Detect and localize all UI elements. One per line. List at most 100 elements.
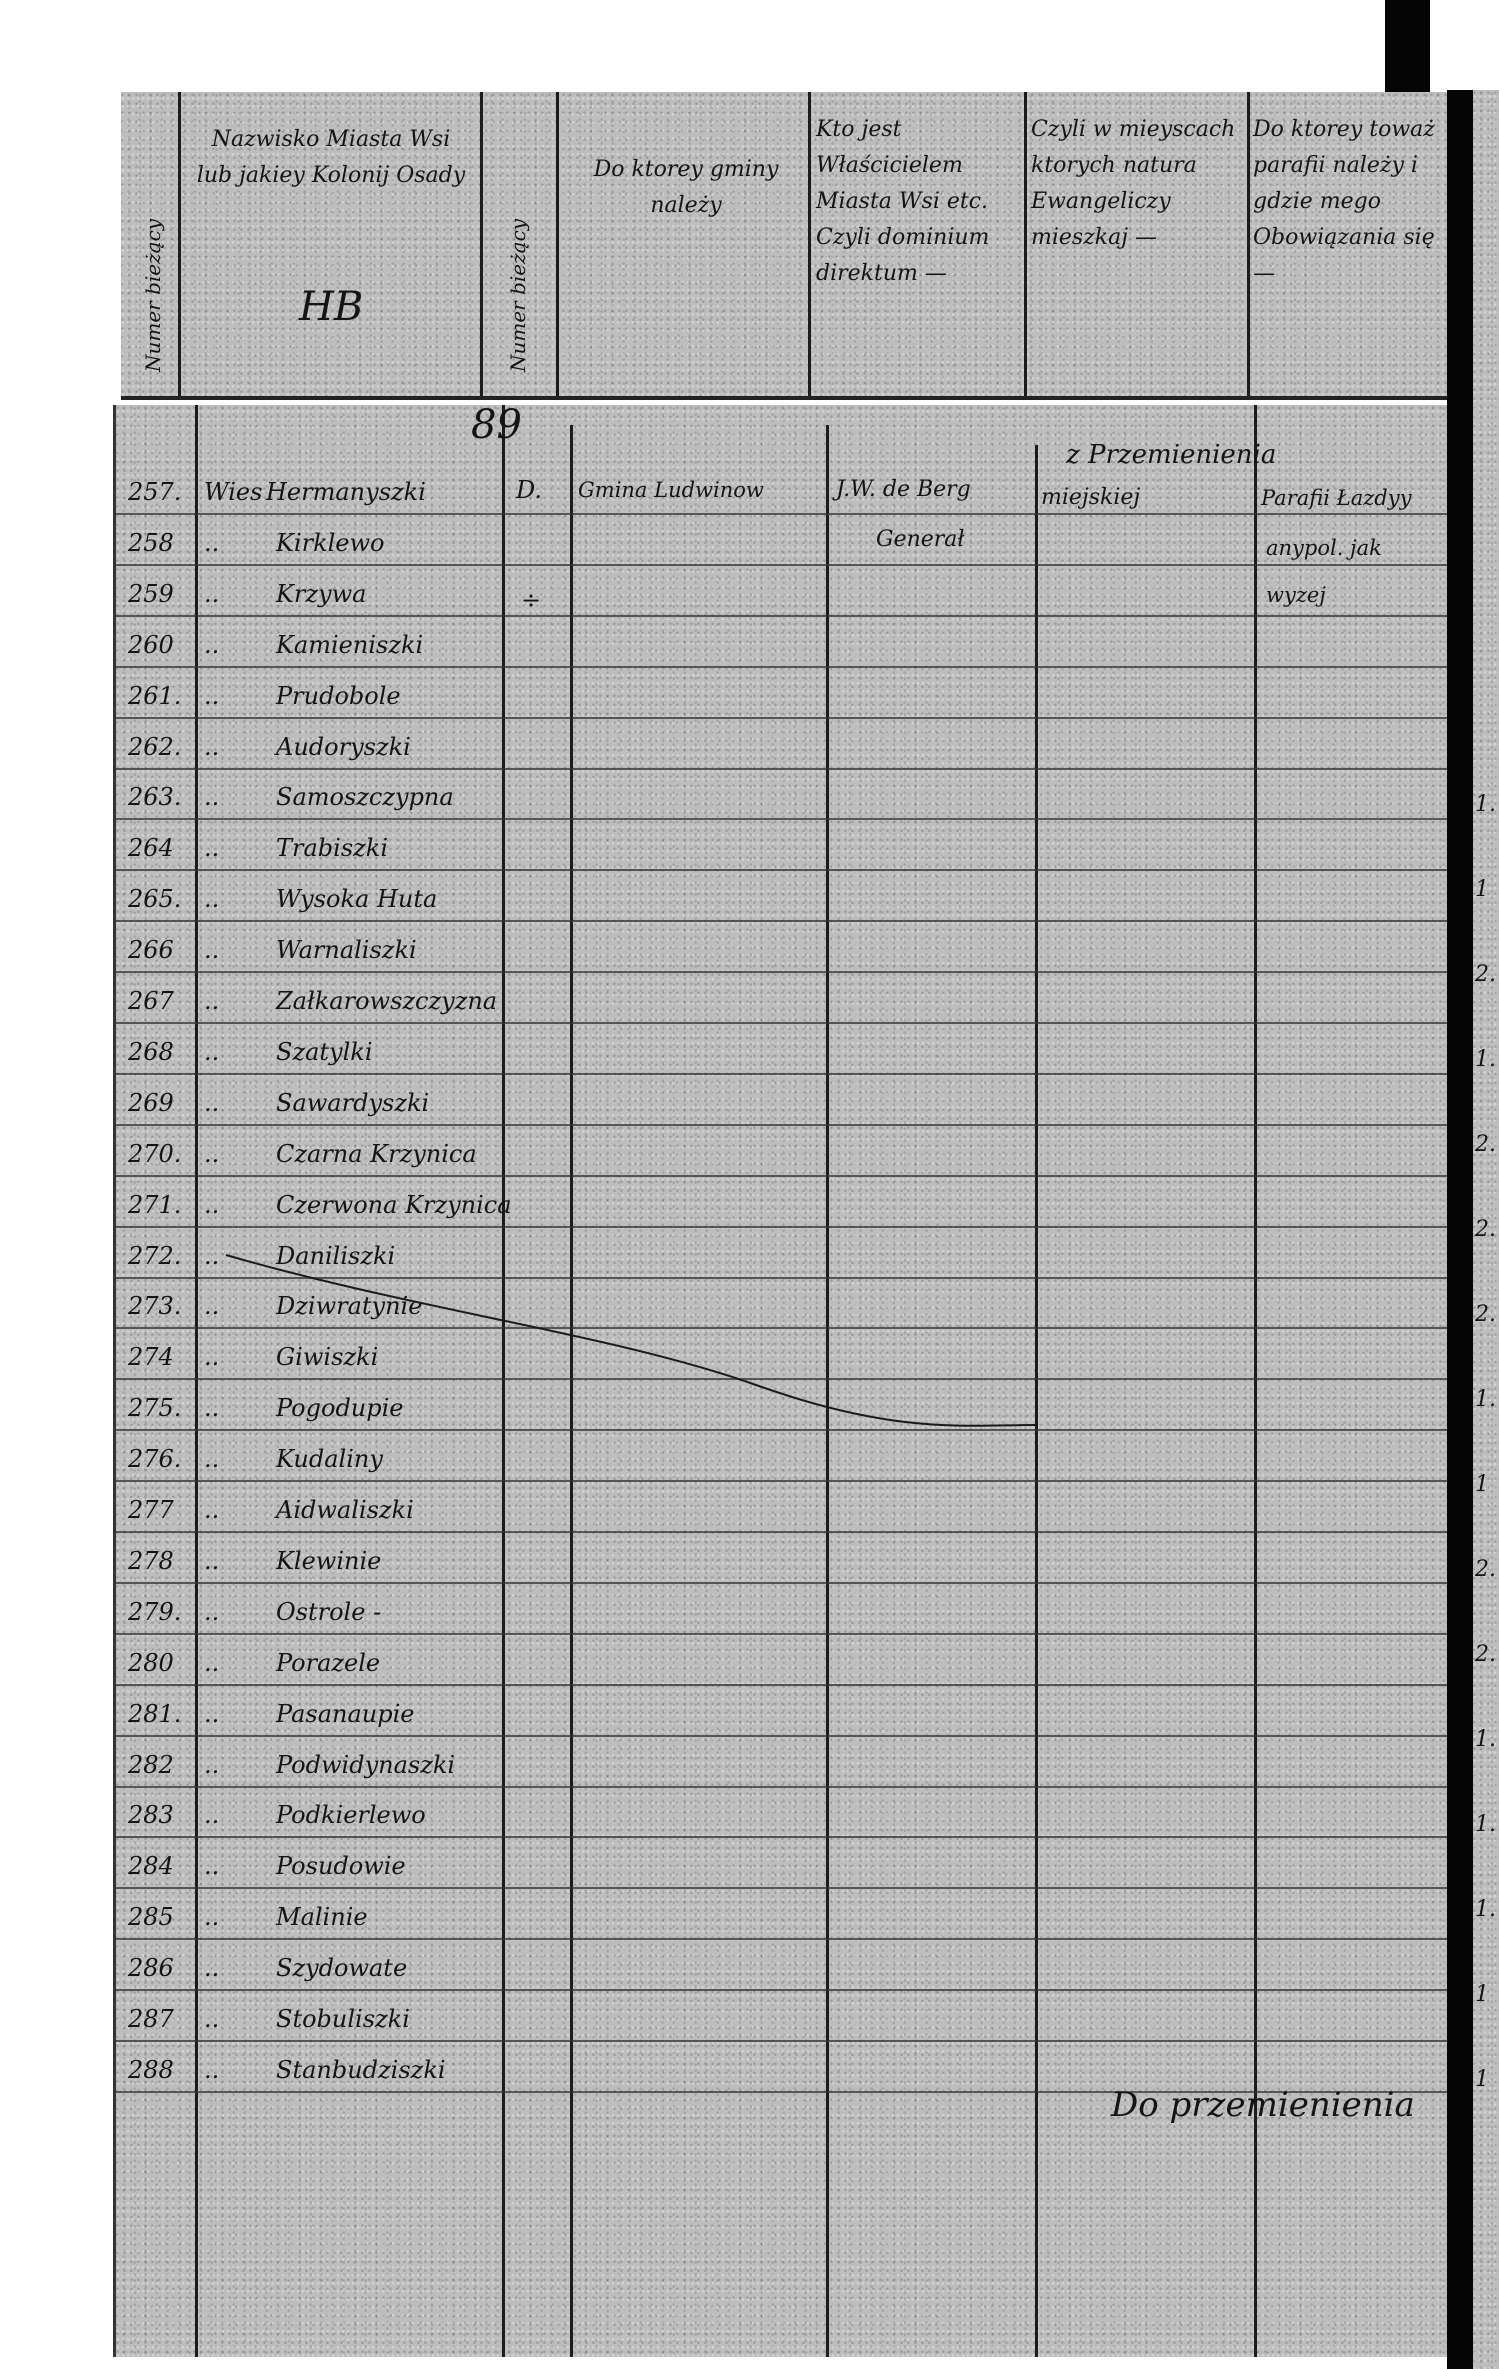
row-number: 279.	[128, 1598, 182, 1626]
place-name: Dziwratynie	[276, 1292, 423, 1320]
row-rule	[116, 1938, 1466, 1940]
adjacent-page-edge: 1. 1 2. 1. 2. 2. 2. 1. 1 2. 2. 1. 1. 1. 1 1	[1473, 90, 1499, 2369]
row-258-parish: anypol. jak	[1266, 536, 1382, 560]
place-name: Pogodupie	[276, 1394, 404, 1422]
place-name: Szatylki	[276, 1038, 373, 1066]
row-prefix: ..	[204, 1292, 220, 1320]
row-prefix: ..	[204, 1496, 220, 1524]
row-prefix: ..	[204, 987, 220, 1015]
place-name: Podkierlewo	[276, 1801, 426, 1829]
header-col-gmina: Do ktorey gminy należy	[593, 157, 779, 218]
row-number: 281.	[128, 1700, 182, 1728]
row-number: 285	[128, 1903, 174, 1931]
column-divider	[195, 405, 198, 2357]
row-rule	[116, 1836, 1466, 1838]
row-rule	[116, 2040, 1466, 2042]
row-prefix: ..	[204, 936, 220, 964]
row-prefix: ..	[204, 1649, 220, 1677]
adjacent-page-mark: 1.	[1475, 1727, 1496, 1752]
row-number: 277	[128, 1496, 174, 1524]
row-number: 275.	[128, 1394, 182, 1422]
row-number: 267	[128, 987, 174, 1015]
header-col-place-name: Nazwisko Miasta Wsi lub jakiey Kolonij O…	[196, 127, 466, 188]
row-rule	[116, 1887, 1466, 1889]
place-name: Kudaliny	[276, 1445, 383, 1473]
row-number: 284	[128, 1852, 174, 1880]
strike-line	[225, 1254, 1037, 1427]
row-rule	[116, 1735, 1466, 1737]
row-rule	[116, 513, 1466, 515]
adjacent-page-mark: 2.	[1475, 1642, 1496, 1667]
place-name: Aidwaliszki	[276, 1496, 414, 1524]
place-name: Malinie	[276, 1903, 368, 1931]
row-rule	[116, 1989, 1466, 1991]
row-prefix: ..	[204, 1700, 220, 1728]
row-number: 280	[128, 1649, 174, 1677]
row-prefix: ..	[204, 885, 220, 913]
column-divider	[556, 92, 559, 396]
place-name: Trabiszki	[276, 834, 389, 862]
adjacent-page-mark: 2.	[1475, 1557, 1496, 1582]
page-gutter-shadow	[1447, 90, 1473, 2369]
row-number: 287	[128, 2005, 174, 2033]
adjacent-page-mark: 2.	[1475, 1132, 1496, 1157]
place-name: Czerwona Krzynica	[276, 1191, 512, 1219]
row-rule	[116, 1175, 1466, 1177]
adjacent-page-mark: 1	[1475, 877, 1489, 902]
row-rule	[116, 971, 1466, 973]
row-number: 288	[128, 2056, 174, 2084]
adjacent-page-mark: 1.	[1475, 1897, 1496, 1922]
row-258-owner: Generał	[876, 527, 965, 552]
place-name: Ostrole -	[276, 1598, 382, 1626]
row-257-gmina: Gmina Ludwinow	[578, 478, 764, 502]
row-number: 273.	[128, 1292, 182, 1320]
row-prefix: ..	[204, 529, 220, 557]
row-number: 274	[128, 1343, 174, 1371]
row-number: 258	[128, 529, 174, 557]
place-name: Kamieniszki	[276, 631, 424, 659]
row-rule	[116, 1124, 1466, 1126]
row-rule	[116, 1277, 1466, 1279]
row-prefix: ..	[204, 1140, 220, 1168]
place-name: Warnaliszki	[276, 936, 417, 964]
column-divider	[480, 92, 483, 396]
row-prefix: ..	[204, 1445, 220, 1473]
row-prefix: ..	[204, 631, 220, 659]
row-259-parish: wyzej	[1266, 583, 1326, 607]
row-prefix: ..	[204, 2005, 220, 2033]
row-number: 260	[128, 631, 174, 659]
column-divider	[502, 405, 505, 2357]
row-prefix: ..	[204, 1801, 220, 1829]
row-257-parish: Parafii Łazdyy	[1261, 486, 1412, 510]
row-prefix: ..	[204, 1191, 220, 1219]
place-name: Giwiszki	[276, 1343, 379, 1371]
row-rule	[116, 2091, 1466, 2093]
row-number: 257.	[128, 478, 182, 506]
row-rule	[116, 920, 1466, 922]
adjacent-page-mark: 1	[1475, 1982, 1489, 2007]
row-259-ditto-mark: ÷	[521, 586, 542, 614]
row-257-confession-2: miejskiej	[1041, 485, 1141, 510]
place-name: Audoryszki	[276, 733, 411, 761]
header-col-parish: Do ktorey toważ parafii należy i gdzie m…	[1253, 117, 1435, 286]
place-name: Załkarowszczyzna	[276, 987, 498, 1015]
row-rule	[116, 1022, 1466, 1024]
row-number: 259	[128, 580, 174, 608]
signature: Do przemienienia	[1111, 2085, 1415, 2125]
monogram: HB	[299, 284, 364, 330]
place-name: Sawardyszki	[276, 1089, 430, 1117]
row-number: 264	[128, 834, 174, 862]
adjacent-page-mark: 1.	[1475, 792, 1496, 817]
row-number: 283	[128, 1801, 174, 1829]
place-name: Stanbudziszki	[276, 2056, 446, 2084]
column-divider	[570, 425, 573, 2357]
row-rule	[116, 1429, 1466, 1431]
row-prefix: ..	[204, 1954, 220, 1982]
row-number: 261.	[128, 682, 182, 710]
row-rule	[116, 818, 1466, 820]
column-divider	[1254, 405, 1257, 2357]
column-divider	[1024, 92, 1027, 396]
place-name: Klewinie	[276, 1547, 382, 1575]
adjacent-page-mark: 1.	[1475, 1812, 1496, 1837]
place-name: Porazele	[276, 1649, 381, 1677]
